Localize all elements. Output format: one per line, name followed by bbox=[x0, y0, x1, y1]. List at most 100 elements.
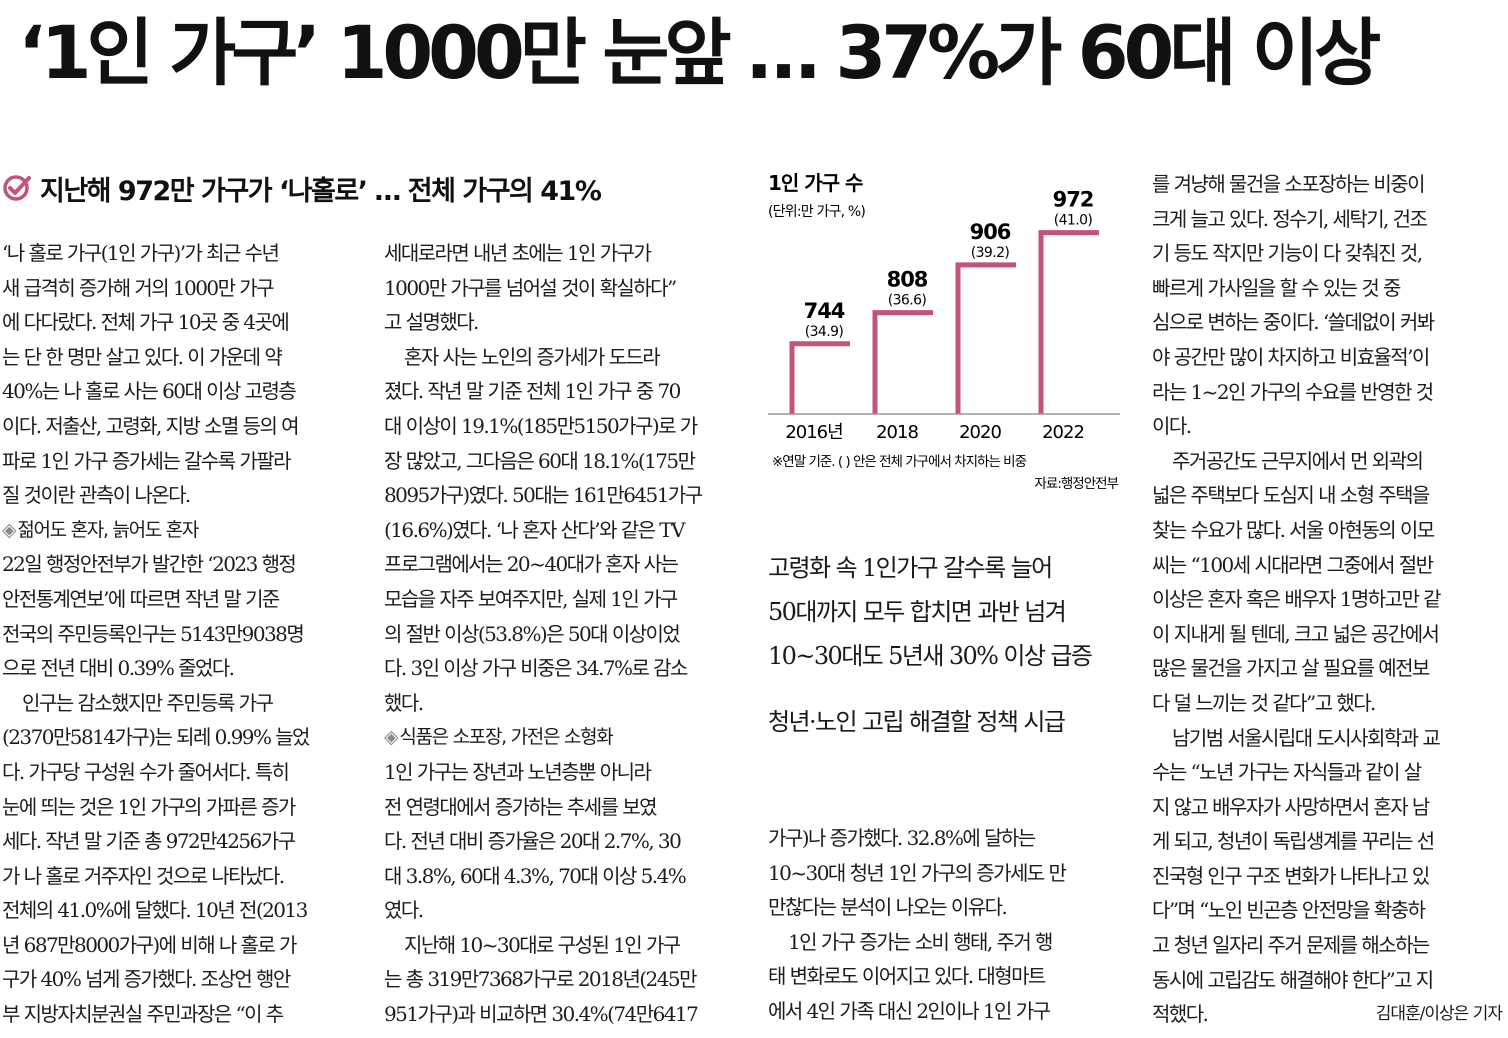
article-line: 심으로 변하는 중이다. ‘쓸데없이 커봐 bbox=[1152, 310, 1435, 335]
article-line: 으로 전년 대비 0.39% 줄었다. bbox=[2, 656, 235, 681]
article-line: ‘나 홀로 가구(1인 가구)’가 최근 수년 bbox=[2, 241, 280, 265]
section-heading: ◈ 젊어도 혼자, 늙어도 혼자 bbox=[2, 518, 199, 541]
article-line: 였다. bbox=[384, 898, 424, 923]
article-line: 고 설명했다. bbox=[384, 310, 479, 335]
article-column-3: 가구)나 증가했다. 32.8%에 달하는 10~30대 청년 1인 가구의 증가… bbox=[768, 821, 1120, 1029]
article-line: 장 많았고, 그다음은 60대 18.1%(175만 bbox=[384, 448, 696, 473]
share-label: (34.9) bbox=[805, 324, 844, 340]
article-line: 1인 가구 증가는 소비 행태, 주거 행 bbox=[788, 929, 1053, 954]
pullquote-line: 10~30대도 5년새 30% 이상 급증 bbox=[768, 642, 1093, 670]
article-line: 951가구)과 비교하면 30.4%(74만6417 bbox=[384, 1002, 699, 1027]
data-label: 906 bbox=[970, 220, 1011, 244]
article-column-2: 세대로라면 내년 초에는 1인 가구가 1000만 가구를 넘어설 것이 확실하다… bbox=[384, 236, 736, 1032]
diamond-bullet-icon: ◈ bbox=[384, 726, 399, 749]
article-line: 10~30대 청년 1인 가구의 증가세도 만 bbox=[768, 860, 1067, 885]
checkmark-circle-icon bbox=[3, 175, 31, 201]
article-line: 부 지방자치분권실 주민과장은 “이 추 bbox=[2, 1002, 284, 1027]
article-line: 대 3.8%, 60대 4.3%, 70대 이상 5.4% bbox=[384, 863, 687, 888]
article-line: 진국형 인구 구조 변화가 나타나고 있 bbox=[1152, 863, 1430, 888]
article-line: 지난해 10~30대로 구성된 1인 가구 bbox=[404, 932, 681, 957]
article-line: 빠르게 가사일을 할 수 있는 것 중 bbox=[1152, 275, 1401, 300]
article-line: 세대로라면 내년 초에는 1인 가구가 bbox=[384, 241, 652, 265]
article-line: 1인 가구는 장년과 노년층뿐 아니라 bbox=[384, 759, 652, 784]
article-line: 적했다. 김대훈/이상은 기자 bbox=[1152, 997, 1506, 1032]
article-line: 많은 물건을 가지고 살 필요를 예전보 bbox=[1152, 656, 1430, 681]
article-line: 8095가구)였다. 50대는 161만6451가구 bbox=[384, 483, 703, 508]
data-label: 744 bbox=[804, 299, 845, 323]
article-line: 다. 가구당 구성원 수가 줄어서다. 특히 bbox=[2, 759, 290, 784]
article-line: 는 단 한 명만 살고 있다. 이 가운데 약 bbox=[2, 344, 283, 369]
chart-unit: (단위:만 가구, %) bbox=[768, 204, 865, 220]
pullquote-line: 청년·노인 고립 해결할 정책 시급 bbox=[768, 708, 1066, 736]
share-label: (36.6) bbox=[888, 293, 927, 309]
article-line: 에서 4인 가족 대신 2인이나 1인 가구 bbox=[768, 998, 1051, 1023]
article-line: 라는 1~2인 가구의 수요를 반영한 것 bbox=[1152, 379, 1434, 404]
article-line: 전국의 주민등록인구는 5143만9038명 bbox=[2, 621, 305, 646]
article-line: 인구는 감소했지만 주민등록 가구 bbox=[22, 690, 274, 715]
section-heading: ◈ 식품은 소포장, 가전은 소형화 bbox=[384, 726, 614, 749]
article-line: 를 겨냥해 물건을 소포장하는 비중이 bbox=[1152, 172, 1426, 196]
article-line: 의 절반 이상(53.8%)은 50대 이상이었 bbox=[384, 621, 681, 646]
article-line: 했다. bbox=[384, 690, 424, 715]
article-line: 년 687만8000가구)에 비해 나 홀로 가 bbox=[2, 932, 297, 957]
x-tick-label: 2022 bbox=[1042, 422, 1084, 443]
article-line: 다 덜 느끼는 것 같다”고 했다. bbox=[1152, 690, 1376, 715]
article-line: 눈에 띄는 것은 1인 가구의 가파른 증가 bbox=[2, 794, 296, 819]
article-column-4: 를 겨냥해 물건을 소포장하는 비중이 크게 늘고 있다. 정수기, 세탁기, 건… bbox=[1152, 167, 1506, 1032]
chart-bar bbox=[872, 310, 933, 414]
article-line: 이 지내게 될 텐데, 크고 넓은 공간에서 bbox=[1152, 621, 1440, 646]
article-line: 는 총 319만7368가구로 2018년(245만 bbox=[384, 967, 697, 992]
article-line: 가구)나 증가했다. 32.8%에 달하는 bbox=[768, 826, 1036, 850]
article-line: 세다. 작년 말 기준 총 972만4256가구 bbox=[2, 829, 296, 854]
article-line: 이상은 혼자 혹은 배우자 1명하고만 같 bbox=[1152, 587, 1442, 612]
article-line: 씨는 “100세 시대라면 그중에서 절반 bbox=[1152, 552, 1434, 577]
article-line: 질 것이란 관측이 나온다. bbox=[2, 483, 191, 508]
chart-source: 자료:행정안전부 bbox=[1035, 476, 1119, 492]
share-label: (41.0) bbox=[1054, 213, 1093, 229]
article-line: 넓은 주택보다 도심지 내 소형 주택을 bbox=[1152, 483, 1430, 508]
article-line: 태 변화로도 이어지고 있다. 대형마트 bbox=[768, 964, 1046, 989]
article-line: 수는 “노년 가구는 자식들과 같이 살 bbox=[1152, 760, 1422, 785]
article-line: (2370만5814가구)는 되레 0.99% 늘었 bbox=[2, 725, 310, 750]
data-label: 808 bbox=[887, 268, 928, 292]
chart-bar bbox=[1038, 230, 1099, 414]
article-line: 모습을 자주 보여주지만, 실제 1인 가구 bbox=[384, 586, 678, 611]
article-line: 구가 40% 넘게 증가했다. 조상언 행안 bbox=[2, 967, 291, 992]
diamond-bullet-icon: ◈ bbox=[2, 518, 17, 541]
article-line: 대 이상이 19.1%(185만5150가구)로 가 bbox=[384, 413, 698, 438]
article-line: 전체의 41.0%에 달했다. 10년 전(2013 bbox=[2, 898, 308, 923]
article-line: 가 나 홀로 거주자인 것으로 나타났다. bbox=[2, 863, 285, 888]
article-line: 게 되고, 청년이 독립생계를 꾸리는 선 bbox=[1152, 829, 1435, 854]
article-line: 에 다다랐다. 전체 가구 10곳 중 4곳에 bbox=[2, 310, 290, 335]
article-line: 1000만 가구를 넘어설 것이 확실하다” bbox=[384, 275, 677, 300]
article-line: 안전통계연보’에 따르면 작년 말 기준 bbox=[2, 586, 280, 611]
data-label: 972 bbox=[1053, 188, 1094, 212]
article-line: 만찮다는 분석이 나오는 이유다. bbox=[768, 895, 1008, 920]
household-bar-chart: 1인 가구 수 (단위:만 가구, %) 744(34.9) 2016년 808(36.… bbox=[768, 171, 1120, 492]
article-line: 기 등도 작지만 기능이 다 갖춰진 것, bbox=[1152, 241, 1423, 266]
article-line: 다. 전년 대비 증가율은 20대 2.7%, 30 bbox=[384, 829, 682, 854]
article-line: 전 연령대에서 증가하는 추세를 보였 bbox=[384, 794, 658, 819]
share-label: (39.2) bbox=[971, 245, 1010, 261]
chart-title: 1인 가구 수 bbox=[768, 171, 863, 195]
article-line: 이다. 저출산, 고령화, 지방 소멸 등의 여 bbox=[2, 413, 300, 438]
article-line: 주거공간도 근무지에서 먼 외곽의 bbox=[1172, 448, 1424, 473]
x-tick-label: 2018 bbox=[876, 422, 918, 443]
article-line: 이다. bbox=[1152, 414, 1192, 439]
subhead: 지난해 972만 가구가 ‘나홀로’ … 전체 가구의 41% bbox=[2, 166, 602, 210]
pullquote-line: 고령화 속 1인가구 갈수록 늘어 bbox=[768, 554, 1053, 582]
article-line: 프로그램에서는 20~40대가 혼자 사는 bbox=[384, 552, 679, 577]
subhead-text: 지난해 972만 가구가 ‘나홀로’ … 전체 가구의 41% bbox=[40, 175, 602, 207]
article-line: 파로 1인 가구 증가세는 갈수록 가팔라 bbox=[2, 448, 292, 473]
article-line: 고 청년 일자리 주거 문제를 해소하는 bbox=[1152, 933, 1430, 958]
headline: ‘1인 가구’ 1000만 눈앞 … 37%가 60대 이상 bbox=[18, 11, 1381, 96]
article-line: 22일 행정안전부가 발간한 ‘2023 행정 bbox=[2, 552, 297, 577]
x-tick-label: 2016년 bbox=[785, 422, 842, 443]
x-tick-label: 2020 bbox=[959, 422, 1001, 443]
article-column-1: ‘나 홀로 가구(1인 가구)’가 최근 수년 새 급격히 증가해 거의 1000… bbox=[2, 236, 354, 1032]
article-line: (16.6%)였다. ‘나 혼자 산다’와 같은 TV bbox=[384, 517, 685, 542]
chart-bar bbox=[789, 341, 850, 414]
article-line: 40%는 나 홀로 사는 60대 이상 고령층 bbox=[2, 379, 297, 404]
article-line: 다. 3인 이상 가구 비중은 34.7%로 감소 bbox=[384, 656, 688, 681]
article-line: 졌다. 작년 말 기준 전체 1인 가구 중 70 bbox=[384, 379, 681, 404]
